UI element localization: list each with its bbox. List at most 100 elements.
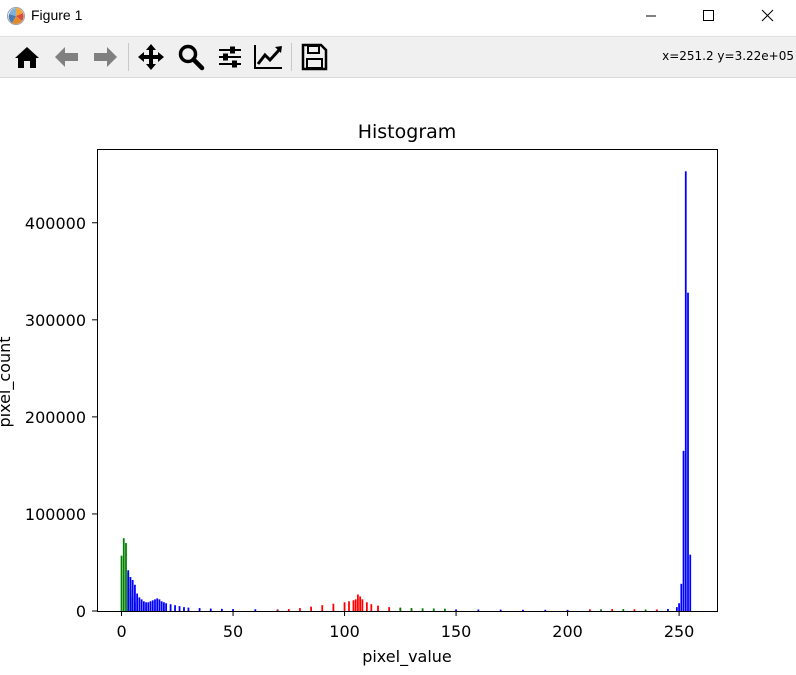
- histogram-bar: [588, 609, 591, 611]
- edit-axis-button[interactable]: [251, 41, 285, 73]
- histogram-bar: [348, 601, 350, 611]
- histogram-bar: [209, 608, 212, 611]
- histogram-bar: [131, 579, 134, 611]
- histogram-bar: [120, 555, 123, 611]
- histogram-bar: [499, 609, 502, 611]
- histogram-bar: [655, 609, 658, 611]
- histogram-bar: [399, 607, 402, 611]
- histogram-bar: [254, 609, 257, 611]
- histogram-bar: [388, 607, 391, 611]
- y-tick-label: 400000: [25, 214, 86, 233]
- minimize-icon: [646, 15, 656, 17]
- histogram-bar: [127, 570, 130, 611]
- maximize-button[interactable]: [680, 0, 738, 32]
- histogram-bar: [600, 609, 602, 611]
- x-tick-label: 50: [223, 622, 243, 641]
- y-tick-label: 0: [76, 602, 86, 621]
- home-icon: [15, 47, 39, 68]
- histogram-bar: [165, 603, 168, 611]
- histogram-bar: [357, 594, 359, 611]
- zoom-button[interactable]: [174, 41, 208, 73]
- histogram-bar: [361, 599, 364, 611]
- histogram-bar: [174, 605, 176, 611]
- histogram-bar: [522, 609, 524, 611]
- y-tick-label: 300000: [25, 311, 86, 330]
- minimize-button[interactable]: [622, 0, 680, 32]
- histogram-bar: [365, 602, 368, 611]
- close-icon: [761, 9, 774, 22]
- histogram-bar: [410, 608, 413, 611]
- histogram-bar: [359, 596, 362, 611]
- histogram-bar: [421, 608, 424, 611]
- y-axis-ticks: 0 100000 200000 300000 400000: [25, 214, 97, 621]
- histogram-bar: [145, 602, 147, 611]
- histogram-bar: [343, 602, 346, 611]
- axes-frame: [97, 149, 718, 612]
- save-icon: [301, 43, 328, 71]
- histogram-bar: [675, 607, 678, 611]
- histogram-bar: [232, 609, 234, 611]
- histogram-bar: [149, 601, 152, 611]
- chart-title: Histogram: [358, 121, 457, 143]
- maximize-icon: [703, 10, 714, 21]
- cursor-coordinates: x=251.2 y=3.22e+05: [662, 49, 794, 63]
- zoom-icon: [178, 44, 205, 71]
- home-button[interactable]: [10, 41, 44, 73]
- histogram-bar: [147, 602, 150, 611]
- close-button[interactable]: [738, 0, 796, 32]
- pan-button[interactable]: [134, 41, 168, 73]
- navigation-toolbar: x=251.2 y=3.22e+05: [0, 36, 796, 78]
- histogram-bar: [125, 543, 127, 611]
- y-tick-label: 200000: [25, 408, 86, 427]
- histogram-bar: [158, 599, 161, 611]
- histogram-bar: [154, 599, 156, 611]
- histogram-bar: [432, 608, 435, 611]
- histogram-bar: [321, 605, 324, 611]
- histogram-bar: [299, 608, 301, 611]
- x-tick-label: 200: [552, 622, 583, 641]
- forward-button[interactable]: [88, 41, 122, 73]
- x-axis-label: pixel_value: [362, 647, 452, 667]
- window-title: Figure 1: [31, 7, 83, 23]
- figure-canvas[interactable]: Histogram 0 50 100 150 200 250 0 100000 200000 3…: [0, 77, 796, 675]
- histogram-bar: [276, 609, 279, 611]
- matplotlib-logo-icon: [7, 7, 25, 25]
- histogram-bar: [689, 554, 692, 611]
- toolbar-separator: [128, 43, 129, 71]
- histogram-bar: [377, 605, 379, 611]
- histogram-bar: [134, 584, 136, 611]
- forward-arrow-icon: [94, 47, 117, 67]
- histogram-bar: [129, 577, 132, 611]
- histogram-bar: [221, 608, 223, 611]
- histogram-bar: [287, 609, 290, 611]
- histogram-bar: [136, 593, 139, 611]
- edit-axis-icon: [254, 45, 282, 69]
- x-tick-label: 250: [664, 622, 695, 641]
- histogram-bar: [156, 598, 159, 611]
- histogram-bar: [622, 609, 625, 611]
- histogram-bar: [142, 601, 145, 611]
- title-bar: Figure 1: [0, 0, 796, 32]
- configure-subplots-icon: [219, 46, 241, 68]
- histogram-chart: Histogram 0 50 100 150 200 250 0 100000 200000 3…: [0, 121, 718, 667]
- histogram-bar: [352, 600, 355, 611]
- y-axis-label: pixel_count: [0, 336, 15, 427]
- configure-subplots-button[interactable]: [213, 41, 247, 73]
- histogram-bar: [370, 604, 373, 611]
- back-button[interactable]: [50, 41, 84, 73]
- save-button[interactable]: [297, 41, 331, 73]
- histogram-bar: [682, 450, 685, 611]
- histogram-bar: [138, 597, 141, 611]
- histogram-bar: [183, 607, 185, 611]
- y-tick-label: 100000: [25, 505, 86, 524]
- histogram-bar: [680, 583, 683, 611]
- histogram-bar: [163, 602, 165, 611]
- histogram-bar: [310, 606, 312, 611]
- histogram-bar: [187, 607, 190, 611]
- x-tick-label: 150: [441, 622, 472, 641]
- histogram-bar: [687, 292, 689, 611]
- histogram-bar: [544, 609, 547, 611]
- pan-icon: [138, 44, 164, 70]
- histogram-bar: [644, 609, 647, 611]
- histogram-bar: [198, 608, 201, 611]
